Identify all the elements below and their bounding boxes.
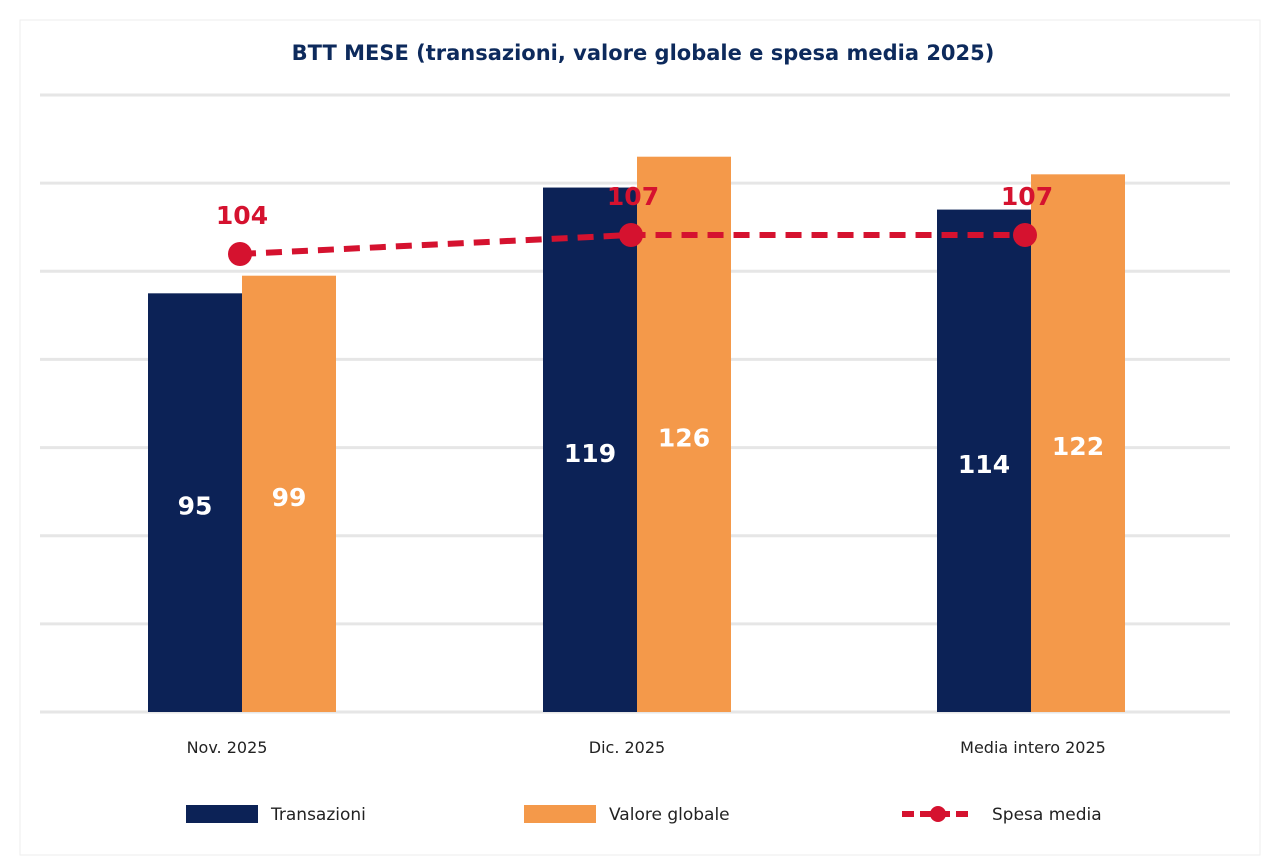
- bar-transazioni: [937, 209, 1031, 713]
- x-tick-label: Nov. 2025: [187, 738, 268, 757]
- bar-data-label: 126: [658, 423, 710, 452]
- legend-swatch: [186, 805, 258, 823]
- legend-label: Valore globale: [609, 805, 730, 825]
- legend-label: Spesa media: [992, 805, 1102, 825]
- bars: 95 119 114 99 126 122: [148, 156, 1125, 713]
- x-tick-label: Dic. 2025: [589, 738, 665, 757]
- chart-title: BTT MESE (transazioni, valore globale e …: [292, 41, 995, 65]
- spesa-media-point: [619, 223, 643, 247]
- bar-data-label: 99: [272, 483, 307, 512]
- x-tick-label: Media intero 2025: [960, 738, 1106, 757]
- bar-data-label: 95: [178, 492, 213, 521]
- bar-valore-globale: [637, 156, 731, 712]
- legend: Transazioni Valore globale Spesa media: [186, 805, 1102, 825]
- spesa-media-label: 104: [216, 201, 268, 230]
- x-axis-labels: Nov. 2025 Dic. 2025 Media intero 2025: [187, 738, 1106, 757]
- legend-swatch: [524, 805, 596, 823]
- spesa-media-series: 104 107 107: [216, 182, 1053, 266]
- bar-transazioni: [148, 293, 242, 712]
- bar-valore-globale: [242, 275, 336, 712]
- legend-label: Transazioni: [270, 805, 366, 825]
- bar-data-label: 122: [1052, 432, 1104, 461]
- spesa-media-point: [228, 242, 252, 266]
- bar-data-label: 114: [958, 450, 1010, 479]
- spesa-media-label: 107: [607, 182, 659, 211]
- bar-transazioni: [543, 187, 637, 713]
- spesa-media-label: 107: [1001, 182, 1053, 211]
- legend-marker: [930, 806, 946, 822]
- bar-data-label: 119: [564, 439, 616, 468]
- bar-valore-globale: [1031, 174, 1125, 713]
- spesa-media-point: [1013, 223, 1037, 247]
